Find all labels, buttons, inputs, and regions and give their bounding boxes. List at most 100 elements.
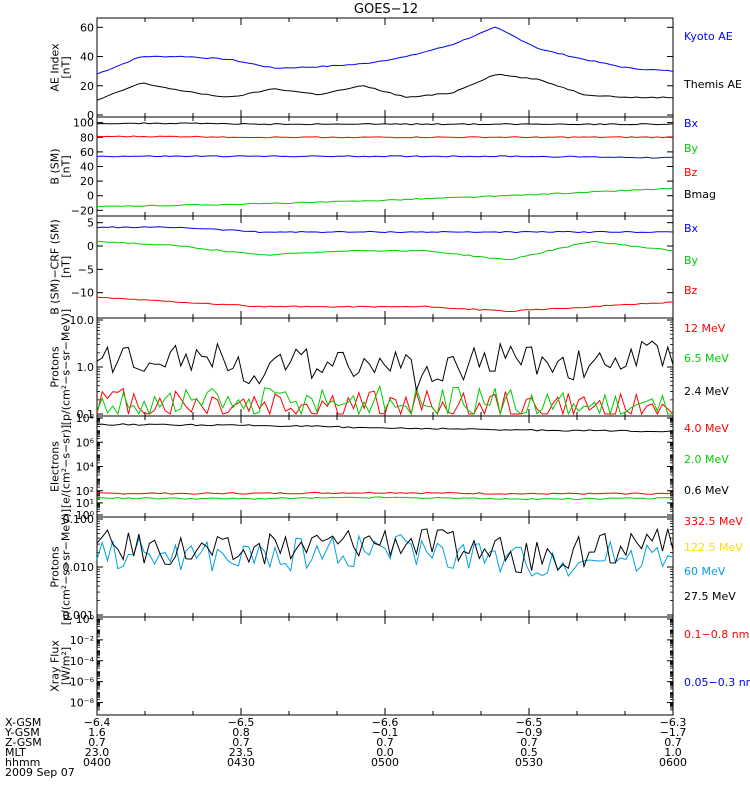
legend-entry: 2.4 MeV — [684, 385, 729, 398]
y-tick-label: −20 — [71, 204, 94, 217]
panel-frame — [96, 116, 674, 217]
series-line-3-1 — [96, 226, 674, 234]
series-line-3-3 — [96, 296, 674, 313]
y-tick-label: 80 — [80, 131, 94, 144]
series-line-2-2 — [96, 187, 674, 208]
legend-entry: 332.5 MeV — [684, 515, 743, 528]
y-tick-label: −5 — [78, 263, 94, 276]
y-axis-label: [nT] — [60, 256, 73, 278]
series-line-5-3 — [96, 423, 674, 433]
legend-entry: Bz — [684, 284, 698, 297]
footer-value: −0.9 — [516, 726, 543, 739]
legend-entry: Themis AE — [683, 78, 742, 91]
y-tick-label: 0.100 — [63, 513, 95, 526]
footer-value: 1.0 — [664, 746, 682, 759]
y-axis-label: Protons — [49, 346, 62, 387]
legend-entry: 60 MeV — [684, 565, 726, 578]
y-tick-label: 100 — [73, 117, 94, 130]
y-tick-label: 5 — [87, 217, 94, 230]
legend-entry: Bx — [684, 117, 699, 130]
footer-row-label: Z-GSM — [5, 736, 42, 749]
y-axis-label: AE Index — [49, 43, 62, 92]
footer-value: 0.7 — [88, 736, 106, 749]
y-tick-label: 10⁻⁸ — [70, 697, 95, 710]
footer-value: 0.7 — [664, 736, 682, 749]
legend-entry: Kyoto AE — [684, 30, 733, 43]
footer-row-label: hhmm — [5, 756, 40, 769]
legend-entry: 2.0 MeV — [684, 453, 729, 466]
y-axis-label: [p/(cm²−s−sr−MeV)] — [60, 309, 73, 425]
chart-panel-1: 0 20 40 60 AE Index[nT] Kyoto AE Themis AE — [49, 17, 742, 122]
y-axis-label: [p/(cm²−s−sr−MeV)] — [60, 509, 73, 625]
y-axis-label: B (SM)−CRF (SM) — [49, 219, 62, 315]
series-line-5-1 — [96, 491, 674, 495]
series-line-2-3 — [96, 135, 673, 139]
y-axis-label: [nT] — [60, 56, 73, 78]
y-tick-label: −10 — [71, 287, 94, 300]
series-line-6-4 — [96, 527, 674, 574]
series-line-1-1 — [96, 26, 674, 75]
footer-value: 0.8 — [232, 726, 250, 739]
footer-value: −0.1 — [372, 726, 399, 739]
y-tick-label: 10¹ — [76, 497, 94, 510]
series-line-6-3 — [96, 533, 674, 577]
y-axis-label: Protons — [49, 546, 62, 587]
y-axis-label: [W/m²] — [60, 647, 73, 685]
series-line-1-2 — [96, 73, 674, 101]
chart-panel-7: 10⁻⁸ 10⁻⁶ 10⁻⁴ 10⁻² 10⁰ Xray Flux[W/m²] 0.1−0.… — [49, 613, 750, 716]
y-tick-label: 40 — [80, 161, 94, 174]
y-tick-label: 20 — [80, 175, 94, 188]
footer-value: 0.7 — [232, 736, 250, 749]
footer-value: 0500 — [371, 756, 399, 769]
footer-value: 0600 — [659, 756, 687, 769]
y-tick-label: 0.010 — [63, 561, 95, 574]
footer-value: 1.6 — [88, 726, 106, 739]
y-tick-label: 1.0 — [77, 361, 95, 374]
legend-entry: 27.5 MeV — [684, 590, 736, 603]
y-axis-label: [nT] — [60, 155, 73, 177]
footer-value: −6.3 — [660, 716, 687, 729]
y-tick-label: 10⁻² — [70, 634, 94, 647]
y-tick-label: 0.001 — [63, 609, 95, 622]
y-tick-label: 0 — [87, 109, 94, 122]
y-axis-label: Xray Flux — [49, 640, 62, 692]
chart-panel-3: −10 −5 0 5 B (SM)−CRF (SM)[nT] Bx By Bz — [49, 215, 699, 319]
y-tick-label: 10⁶ — [76, 436, 95, 449]
y-tick-label: 10⁰ — [76, 509, 95, 522]
panel-frame — [96, 616, 674, 716]
legend-entry: 4.0 MeV — [684, 422, 729, 435]
y-tick-label: 20 — [80, 80, 94, 93]
footer-value: 0.5 — [520, 746, 538, 759]
chart-panel-4: 0.1 1.0 10.0 Protons[p/(cm²−s−sr−MeV)] 12 Me… — [49, 309, 730, 425]
footer-row-label: Y-GSM — [4, 726, 40, 739]
y-axis-label: Electrons — [49, 441, 62, 492]
legend-entry: By — [684, 254, 699, 267]
footer-value: 0.7 — [520, 736, 538, 749]
y-tick-label: 10⁰ — [76, 613, 95, 626]
y-axis-label: [e/(cm²−s−sr)] — [60, 425, 73, 508]
panel-frame — [96, 415, 674, 518]
legend-entry: 122.5 MeV — [684, 541, 743, 554]
series-line-2-1 — [96, 155, 674, 159]
series-line-4-3 — [96, 340, 674, 393]
footer-value: 23.5 — [229, 746, 254, 759]
legend-entry: Bz — [684, 166, 698, 179]
y-tick-label: 0.1 — [77, 408, 95, 421]
y-axis-label: B (SM) — [49, 148, 62, 184]
footer-value: 0.7 — [376, 736, 394, 749]
chart-panel-6: 0.001 0.010 0.100 Protons[p/(cm²−s−sr−MeV)]… — [49, 509, 744, 625]
y-tick-label: 10⁻⁶ — [70, 676, 95, 689]
footer-value: −1.7 — [660, 726, 687, 739]
footer-value: −6.6 — [372, 716, 399, 729]
legend-entry: By — [684, 142, 699, 155]
y-tick-label: 0 — [87, 190, 94, 203]
legend-entry: 0.1−0.8 nm — [684, 628, 749, 641]
footer-row-label: MLT — [5, 746, 26, 759]
y-tick-label: 10⁴ — [76, 461, 95, 474]
y-tick-label: 10⁻⁴ — [70, 655, 95, 668]
legend-entry: Bx — [684, 222, 699, 235]
legend-entry: 0.05−0.3 nm — [684, 676, 750, 689]
series-line-5-2 — [96, 496, 674, 501]
